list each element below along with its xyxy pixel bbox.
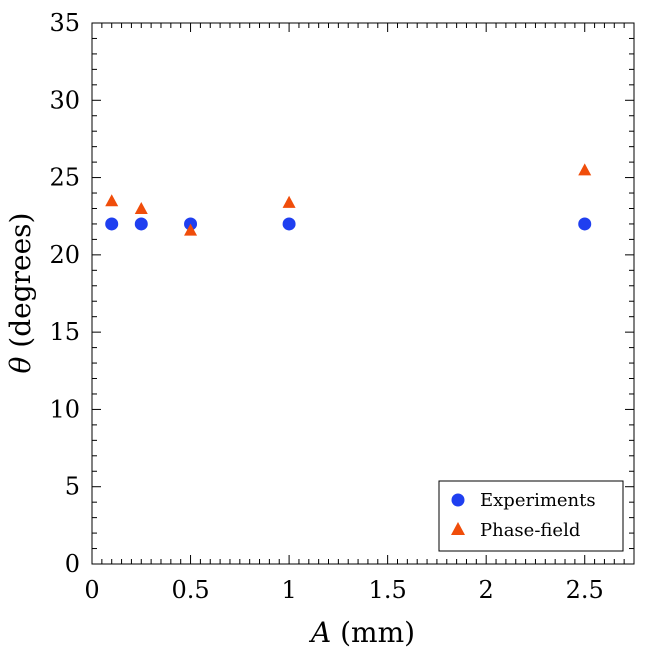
x-tick-label: 1.5: [369, 576, 407, 604]
point-phase-field: [282, 195, 296, 208]
x-tick-label: 0: [84, 576, 99, 604]
x-tick-label: 0.5: [171, 576, 209, 604]
y-tick-label: 30: [49, 86, 80, 114]
y-tick-label: 5: [65, 473, 80, 501]
legend: Experiments Phase-field: [438, 480, 624, 552]
x-tick-label: 2.5: [566, 576, 604, 604]
plot-area: [91, 22, 635, 565]
point-experiments: [578, 217, 592, 231]
point-phase-field: [134, 201, 148, 215]
y-tick-label: 15: [49, 318, 80, 346]
point-phase-field: [105, 194, 119, 207]
point-experiments: [282, 217, 296, 231]
y-tick-label: 25: [49, 164, 80, 192]
x-axis-label: A (mm): [308, 616, 415, 649]
ticks: [91, 22, 635, 565]
point-phase-field: [184, 223, 198, 236]
point-experiments: [134, 217, 148, 231]
x-tick-label: 1: [281, 576, 296, 604]
y-tick-label: 10: [49, 395, 80, 423]
tick-labels: 0 0.5 1 1.5 2 2.5 0 5 10 15 20 25 30 35: [49, 9, 603, 604]
legend-label-phase-field: Phase-field: [480, 520, 580, 541]
y-tick-label: 35: [49, 9, 80, 37]
legend-marker-experiments: [451, 493, 465, 507]
data-points: [105, 163, 592, 236]
x-tick-label: 2: [479, 576, 494, 604]
legend-box: [438, 480, 624, 552]
point-experiments: [105, 217, 119, 231]
y-tick-label: 0: [65, 550, 80, 578]
legend-label-experiments: Experiments: [480, 490, 596, 511]
y-tick-label: 20: [49, 241, 80, 269]
legend-marker-phase-field: [451, 522, 465, 535]
point-phase-field: [578, 163, 592, 176]
y-axis-label: θ (degrees): [4, 213, 37, 374]
